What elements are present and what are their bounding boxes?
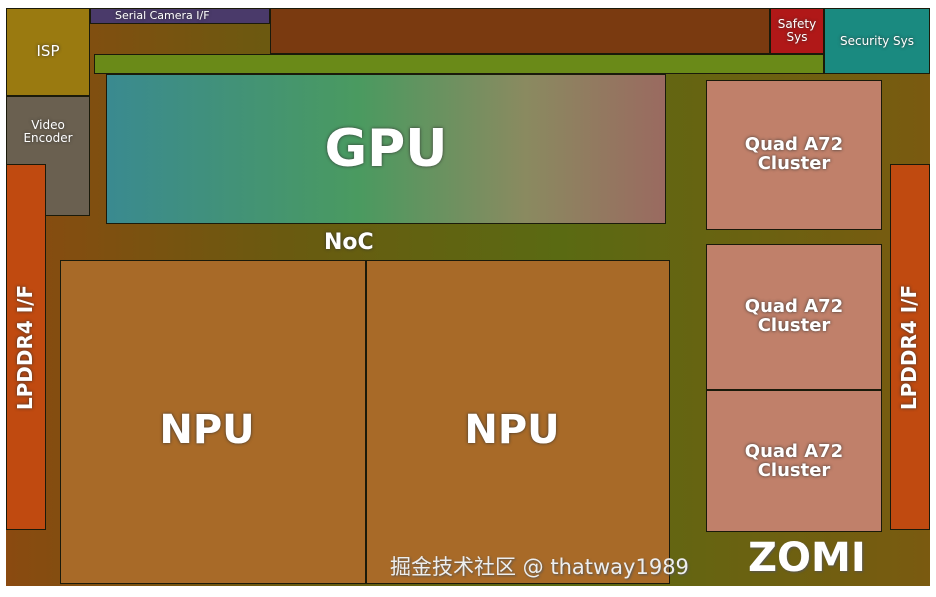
npu-left-block: NPU [60,260,366,584]
gpu-label: GPU [324,118,448,179]
isp-block: ISP [6,8,90,96]
lpddr-left-block: LPDDR4 I/F [6,164,46,530]
noc-band [94,54,824,74]
cpu-cluster-1-label: Quad A72 Cluster [744,134,844,174]
video-encoder-label: Video Encoder [23,118,73,145]
cpu-cluster-2-label: Quad A72 Cluster [744,296,844,336]
isp-label: ISP [36,42,60,61]
cpu-cluster-1: Quad A72 Cluster [706,80,882,230]
cpu-cluster-3: Quad A72 Cluster [706,390,882,532]
npu-right-label: NPU [464,407,560,453]
lpddr-left-label: LPDDR4 I/F [13,284,38,410]
npu-left-label: NPU [159,407,255,453]
lpddr-right-label: LPDDR4 I/F [897,284,922,410]
juejin-watermark: 掘金技术社区 @ thatway1989 [390,555,689,579]
security-label: Security Sys [839,33,915,48]
lpddr-right-block: LPDDR4 I/F [890,164,930,530]
security-sys-block: Security Sys [824,8,930,74]
safety-sys-block: Safety Sys [770,8,824,54]
npu-right-block: NPU [366,260,670,584]
noc-label: NoC [324,230,374,255]
safety-label: Safety Sys [777,17,817,44]
gpu-block: GPU [106,74,666,224]
zomi-watermark: ZOMI [748,535,866,581]
die-shot: Serial Camera I/F ISP Video Encoder Safe… [6,8,930,586]
serial-camera-block: Serial Camera I/F [90,8,270,24]
cpu-cluster-3-label: Quad A72 Cluster [744,441,844,481]
top-strip [270,8,770,54]
cpu-cluster-2: Quad A72 Cluster [706,244,882,390]
serial-camera-label: Serial Camera I/F [115,9,210,23]
